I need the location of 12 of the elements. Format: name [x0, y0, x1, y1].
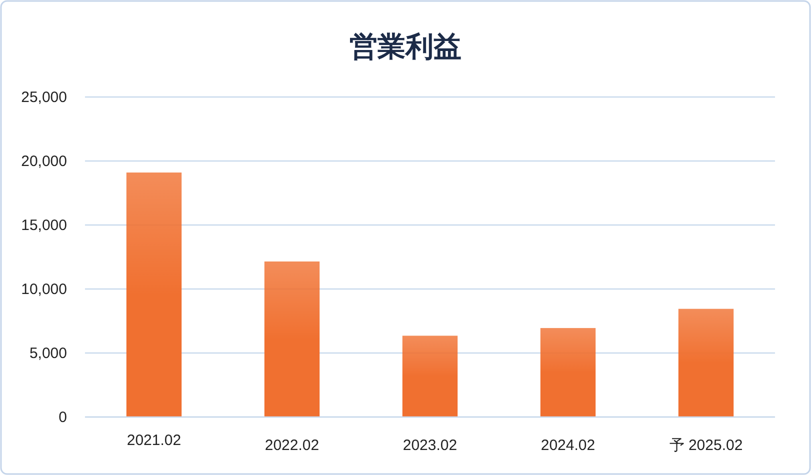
y-tick-label: 20,000 — [21, 153, 67, 170]
y-tick-label: 5,000 — [29, 345, 67, 362]
x-tick-label: 2024.02 — [540, 437, 596, 454]
chart-title: 営業利益 — [350, 31, 462, 62]
x-tick-label: 2023.02 — [402, 437, 458, 454]
y-tick-label: 25,000 — [21, 89, 67, 106]
y-tick-label: 0 — [58, 409, 67, 426]
x-tick-label: 予 2025.02 — [669, 437, 743, 454]
x-tick-label: 2021.02 — [126, 432, 182, 449]
y-tick-label: 15,000 — [21, 217, 67, 234]
x-tick-label: 2022.02 — [264, 437, 320, 454]
y-tick-label: 10,000 — [21, 281, 67, 298]
